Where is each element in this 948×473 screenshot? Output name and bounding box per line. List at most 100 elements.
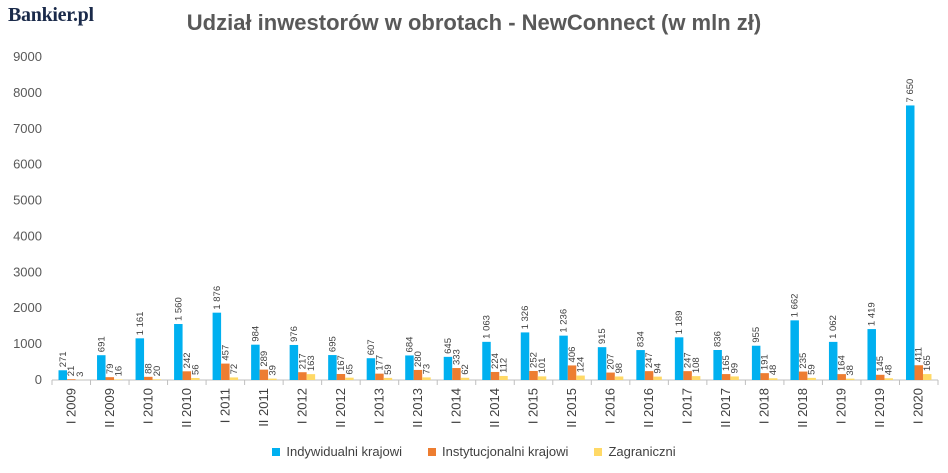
data-label: 124 [576, 357, 587, 373]
data-label: 101 [537, 358, 548, 374]
bar-instytucjonalni [721, 374, 731, 380]
bar-instytucjonalni [914, 365, 923, 380]
bar-zagraniczni [460, 377, 470, 380]
data-label: 21 [66, 366, 77, 377]
data-label: 79 [105, 364, 116, 375]
bar-zagraniczni [499, 375, 508, 380]
bar-zagraniczni [114, 379, 123, 380]
bar-instytucjonalni [413, 369, 423, 380]
bar-zagraniczni [768, 378, 778, 380]
bar-instytucjonalni [298, 372, 307, 380]
x-tick-label: II 2012 [333, 388, 348, 428]
chart-legend: Indywidualni krajowi Instytucjonalni kra… [0, 444, 948, 459]
bar-zagraniczni [383, 377, 393, 380]
data-label: 280 [413, 351, 424, 367]
bar-instytucjonalni [452, 368, 461, 380]
legend-item: Zagraniczni [594, 444, 676, 459]
bar-indywidualni [597, 347, 607, 380]
bar-indywidualni [790, 320, 799, 380]
bar-zagraniczni [191, 377, 200, 380]
data-label: 167 [336, 355, 347, 371]
bar-indywidualni [482, 341, 491, 380]
bar-instytucjonalni [221, 363, 230, 380]
data-label: 99 [730, 363, 741, 374]
data-label: 65 [344, 364, 355, 375]
bar-instytucjonalni [144, 376, 153, 380]
x-tick-label: I 2009 [63, 388, 78, 424]
data-label: 177 [374, 355, 385, 371]
bar-instytucjonalni [567, 365, 577, 380]
bar-zagraniczni [922, 374, 932, 380]
y-tick-label: 0 [35, 372, 42, 387]
data-label: 38 [845, 365, 856, 376]
data-label: 165 [922, 355, 933, 371]
bar-zagraniczni [807, 377, 816, 380]
data-label: 1 326 [520, 306, 531, 330]
data-label: 59 [807, 364, 818, 375]
y-tick-label: 1000 [13, 336, 42, 351]
bar-instytucjonalni [644, 371, 654, 380]
x-tick-label: II 2011 [256, 388, 271, 427]
data-label: 289 [259, 351, 270, 367]
x-tick-label: I 2016 [603, 388, 618, 424]
bankier-logo: Bankier.pl [8, 4, 94, 26]
x-tick-label: I 2017 [680, 388, 695, 424]
x-tick-label: II 2015 [564, 388, 579, 428]
data-label: 252 [529, 352, 540, 368]
bar-zagraniczni [268, 378, 277, 380]
data-label: 1 876 [212, 286, 223, 310]
bar-indywidualni [174, 324, 183, 380]
x-tick-label: II 2017 [718, 388, 733, 428]
data-label: 1 236 [559, 309, 570, 333]
x-tick-label: II 2009 [102, 388, 117, 428]
y-tick-label: 3000 [13, 264, 42, 279]
bar-instytucjonalni [760, 373, 769, 380]
bar-instytucjonalni [336, 374, 346, 380]
data-label: 1 662 [790, 294, 801, 318]
x-tick-label: II 2014 [487, 388, 502, 428]
x-tick-label: II 2010 [179, 388, 194, 428]
y-tick-label: 8000 [13, 85, 42, 100]
bar-zagraniczni [345, 377, 354, 380]
data-label: 16 [113, 366, 124, 377]
data-label: 48 [768, 365, 779, 376]
x-tick-label: I 2012 [294, 388, 309, 424]
data-label: 411 [914, 347, 925, 362]
data-label: 73 [421, 364, 432, 375]
legend-swatch-icon [272, 447, 281, 456]
data-label: 836 [713, 331, 724, 347]
bar-indywidualni [867, 329, 876, 380]
data-label: 247 [683, 352, 694, 368]
bar-indywidualni [751, 345, 761, 380]
bar-instytucjonalni [837, 374, 846, 380]
bar-zagraniczni [614, 376, 624, 380]
data-label: 88 [143, 363, 154, 374]
y-tick-label: 2000 [13, 300, 42, 315]
data-label: 1 063 [482, 315, 493, 339]
data-label: 7 650 [905, 79, 916, 103]
bar-instytucjonalni [259, 369, 269, 380]
data-label: 955 [751, 327, 762, 343]
data-label: 834 [636, 331, 647, 347]
data-label: 98 [614, 363, 625, 374]
x-tick-label: II 2018 [795, 388, 810, 428]
x-tick-label: I 2013 [371, 388, 386, 424]
bar-instytucjonalni [490, 371, 500, 380]
bar-indywidualni [713, 349, 722, 380]
bar-indywidualni [443, 356, 453, 380]
data-label: 691 [96, 336, 107, 352]
data-label: 163 [306, 355, 317, 371]
data-label: 695 [327, 336, 338, 352]
data-label: 333 [451, 349, 462, 365]
bar-zagraniczni [422, 377, 431, 380]
legend-swatch-icon [594, 447, 603, 456]
x-tick-label: I 2020 [911, 388, 926, 424]
bar-zagraniczni [537, 376, 547, 380]
data-label: 72 [229, 364, 240, 375]
x-tick-label: I 2018 [757, 388, 772, 424]
data-label: 224 [490, 353, 501, 369]
data-label: 247 [644, 352, 655, 368]
data-label: 59 [383, 364, 394, 375]
data-label: 1 161 [135, 312, 146, 336]
